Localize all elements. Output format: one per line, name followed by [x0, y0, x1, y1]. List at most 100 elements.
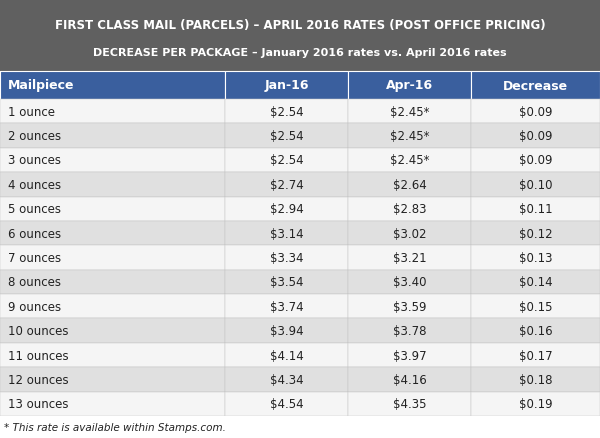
Text: 2 ounces: 2 ounces: [8, 130, 61, 143]
Text: 12 ounces: 12 ounces: [8, 373, 68, 386]
Bar: [0, 173, 225, 197]
Bar: [0, 270, 225, 294]
Bar: [225, 72, 348, 100]
Bar: [348, 319, 471, 343]
Text: $0.14: $0.14: [518, 276, 553, 289]
Bar: [471, 124, 600, 148]
Text: $2.45*: $2.45*: [390, 154, 429, 167]
Text: Jan-16: Jan-16: [264, 79, 309, 92]
Bar: [348, 246, 471, 270]
Text: 5 ounces: 5 ounces: [8, 203, 61, 216]
Text: $0.11: $0.11: [518, 203, 553, 216]
Text: FIRST CLASS MAIL (PARCELS) – APRIL 2016 RATES (POST OFFICE PRICING): FIRST CLASS MAIL (PARCELS) – APRIL 2016 …: [55, 19, 545, 32]
Text: $3.02: $3.02: [393, 227, 426, 240]
Bar: [225, 197, 348, 222]
Bar: [0, 197, 225, 222]
Bar: [471, 72, 600, 100]
Bar: [225, 367, 348, 392]
Text: Decrease: Decrease: [503, 79, 568, 92]
Bar: [0, 148, 225, 173]
Text: $0.12: $0.12: [518, 227, 553, 240]
Text: $2.45*: $2.45*: [390, 130, 429, 143]
Text: $3.21: $3.21: [392, 251, 427, 265]
Bar: [348, 270, 471, 294]
Bar: [0, 294, 225, 319]
Bar: [348, 343, 471, 367]
Bar: [225, 246, 348, 270]
Text: 4 ounces: 4 ounces: [8, 178, 61, 191]
Text: 13 ounces: 13 ounces: [8, 397, 68, 410]
Bar: [0, 222, 225, 246]
Text: $0.16: $0.16: [518, 325, 553, 337]
Bar: [348, 294, 471, 319]
Bar: [225, 319, 348, 343]
Bar: [471, 392, 600, 416]
Bar: [0, 0, 600, 72]
Bar: [225, 270, 348, 294]
Bar: [225, 222, 348, 246]
Bar: [471, 148, 600, 173]
Bar: [471, 100, 600, 124]
Bar: [471, 294, 600, 319]
Bar: [0, 319, 225, 343]
Text: $4.14: $4.14: [269, 349, 304, 362]
Text: $3.78: $3.78: [393, 325, 426, 337]
Text: $3.59: $3.59: [393, 300, 426, 313]
Text: 10 ounces: 10 ounces: [8, 325, 68, 337]
Text: $0.09: $0.09: [519, 154, 552, 167]
Bar: [225, 148, 348, 173]
Bar: [348, 124, 471, 148]
Bar: [471, 222, 600, 246]
Text: $3.74: $3.74: [269, 300, 304, 313]
Bar: [0, 100, 225, 124]
Text: $3.40: $3.40: [393, 276, 426, 289]
Bar: [0, 246, 225, 270]
Bar: [348, 173, 471, 197]
Bar: [348, 148, 471, 173]
Text: Apr-16: Apr-16: [386, 79, 433, 92]
Text: $2.94: $2.94: [269, 203, 304, 216]
Bar: [225, 124, 348, 148]
Text: $3.94: $3.94: [269, 325, 304, 337]
Bar: [348, 222, 471, 246]
Text: $4.34: $4.34: [269, 373, 304, 386]
Text: DECREASE PER PACKAGE – January 2016 rates vs. April 2016 rates: DECREASE PER PACKAGE – January 2016 rate…: [93, 47, 507, 57]
Text: $0.09: $0.09: [519, 130, 552, 143]
Text: $2.54: $2.54: [269, 130, 304, 143]
Bar: [225, 343, 348, 367]
Text: $4.35: $4.35: [393, 397, 426, 410]
Bar: [471, 197, 600, 222]
Text: $0.10: $0.10: [519, 178, 552, 191]
Bar: [348, 197, 471, 222]
Text: 6 ounces: 6 ounces: [8, 227, 61, 240]
Text: $0.17: $0.17: [518, 349, 553, 362]
Bar: [225, 100, 348, 124]
Text: 7 ounces: 7 ounces: [8, 251, 61, 265]
Bar: [0, 392, 225, 416]
Bar: [348, 367, 471, 392]
Text: $0.13: $0.13: [519, 251, 552, 265]
Text: $2.74: $2.74: [269, 178, 304, 191]
Text: 9 ounces: 9 ounces: [8, 300, 61, 313]
Bar: [0, 343, 225, 367]
Text: 11 ounces: 11 ounces: [8, 349, 68, 362]
Bar: [0, 367, 225, 392]
Bar: [225, 392, 348, 416]
Text: 3 ounces: 3 ounces: [8, 154, 61, 167]
Text: $3.14: $3.14: [269, 227, 304, 240]
Bar: [348, 72, 471, 100]
Bar: [471, 319, 600, 343]
Text: $4.54: $4.54: [269, 397, 304, 410]
Text: $2.54: $2.54: [269, 154, 304, 167]
Bar: [471, 343, 600, 367]
Text: $0.09: $0.09: [519, 106, 552, 118]
Bar: [225, 173, 348, 197]
Bar: [0, 124, 225, 148]
Text: $2.45*: $2.45*: [390, 106, 429, 118]
Text: $4.16: $4.16: [392, 373, 427, 386]
Text: $0.18: $0.18: [519, 373, 552, 386]
Text: $2.83: $2.83: [393, 203, 426, 216]
Bar: [471, 270, 600, 294]
Text: $0.15: $0.15: [519, 300, 552, 313]
Bar: [471, 367, 600, 392]
